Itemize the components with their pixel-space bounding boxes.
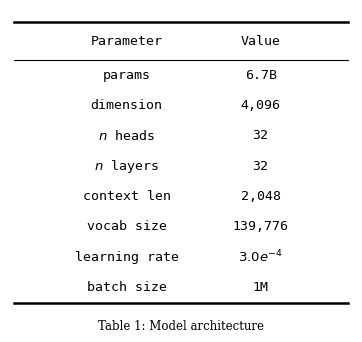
Text: $n$ heads: $n$ heads xyxy=(98,129,155,143)
Text: 2,048: 2,048 xyxy=(241,190,281,203)
Text: 6.7B: 6.7B xyxy=(245,68,277,81)
Text: Parameter: Parameter xyxy=(91,35,163,48)
Text: learning rate: learning rate xyxy=(75,251,179,264)
Text: 32: 32 xyxy=(253,129,269,142)
Text: vocab size: vocab size xyxy=(87,220,167,233)
Text: Value: Value xyxy=(241,35,281,48)
Text: $n$ layers: $n$ layers xyxy=(94,158,159,174)
Text: 4,096: 4,096 xyxy=(241,99,281,112)
Text: $3.0e^{-4}$: $3.0e^{-4}$ xyxy=(238,249,283,265)
Text: Table 1: Model architecture: Table 1: Model architecture xyxy=(98,320,264,333)
Text: 1M: 1M xyxy=(253,281,269,294)
Text: params: params xyxy=(103,68,151,81)
Text: 139,776: 139,776 xyxy=(233,220,289,233)
Text: batch size: batch size xyxy=(87,281,167,294)
Text: 32: 32 xyxy=(253,160,269,173)
Text: dimension: dimension xyxy=(91,99,163,112)
Text: context len: context len xyxy=(83,190,171,203)
